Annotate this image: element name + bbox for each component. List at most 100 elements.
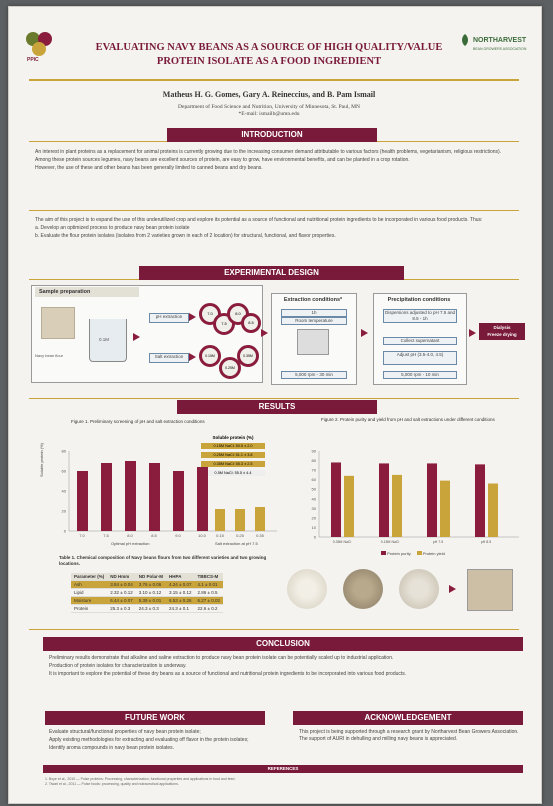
fig2-legend-item: Protein purity [381,551,411,556]
condition-circle: 0.25M [219,357,241,379]
results-heading: RESULTS [177,400,377,414]
conclusion-bullet-2: Production of protein isolates for chara… [49,663,187,669]
fig1-x-tick: 8.5 [151,533,157,538]
fig1-chart: 0 20 40 60 80 7.0 7.5 8.0 8.5 9.0 10.0 0.15 0.25 0.35 [62,449,277,538]
fig2-legend-item: Protein yield [416,551,445,556]
fig1-y-tick: 0 [64,529,67,534]
fig1-bar [235,509,245,531]
table-cell: 2.32 ± 0.12 [107,588,136,597]
precip-step-2: Collect supernatant [383,337,457,345]
arrow-3 [361,329,368,337]
table-cell: 3.84 ± 0.04 [107,580,136,589]
fig1-xlabel-left: Optimal pH extraction [111,541,150,546]
intro-bullets: An interest in plant proteins as a repla… [35,149,520,173]
precip-step-1: Dispersions adjusted to pH 7.5 and 8.5 -… [383,309,457,323]
fig1-bar [197,467,208,531]
table-cell: 4.24 ± 0.07 [166,580,195,589]
condition-circle-label: 0.35M [243,354,253,358]
fig2-legend-purity: Protein purity [387,551,411,556]
northarvest-logo: NORTHARVEST BEAN GROWERS ASSOCIATION [459,33,531,51]
table-cell: 24.3 ± 0.3 [135,604,167,613]
table-header: TBBCS-M [194,573,224,581]
arrow-2 [261,329,268,337]
fig1-x-tick: 7.0 [79,533,85,538]
table-row: Ash 3.84 ± 0.04 3.76 ± 0.06 4.24 ± 0.07 4.1 … [71,580,224,589]
precip-rpm: 5,000 rpm - 10 min [383,371,457,379]
isolate-photo [467,569,513,611]
aim-rule [29,210,519,211]
ground-beans-photo [343,569,383,609]
condition-circle-label: 7.5 [221,321,227,326]
fig1-bar [255,507,265,531]
intro-bullet-2: Among these protein sources legumes, nav… [35,157,410,163]
arrow-ph [189,313,196,321]
fig1-x-tick: 0.35 [256,533,265,538]
fig1-bar [101,463,112,531]
intro-bullet-1: An interest in plant proteins as a repla… [35,149,502,155]
fig2-y-tick: 90 [312,449,317,454]
table-cell: 6.44 ± 0.07 [107,596,136,605]
conclusion-bullet-1: Preliminary results demonstrate that alk… [49,655,394,661]
email-text: *E-mail: ismailb@umn.edu [238,111,300,117]
fig2-y-tick: 70 [312,468,317,473]
future-work-bullets: Evaluate structural/functional propertie… [49,729,279,753]
intro-heading: INTRODUCTION [167,128,377,142]
aim-text: The aim of this project is to expand the… [35,217,483,223]
ppic-logo-text: PPIC [27,57,39,63]
acknowledgement-heading: ACKNOWLEDGEMENT [293,711,523,725]
table-cell: 5.39 ± 0.01 [135,596,167,605]
future-work-heading: FUTURE WORK [45,711,265,725]
beans-photo [287,569,327,609]
table-cell: 3.15 ± 0.12 [166,588,195,597]
fig2-bar [344,475,354,537]
table-cell: Moisture [71,596,108,605]
dialysis-box: Dialysis Freeze drying [479,323,525,340]
fig1-x-tick: 7.5 [103,533,109,538]
table-row: Protein 25.3 ± 0.3 24.3 ± 0.3 24.3 ± 0.1 22.… [71,604,224,613]
table-cell: 24.3 ± 0.1 [166,604,195,613]
composition-table: Parameter (%) ND Hmm ND Polar-M HHPA TBB… [71,573,224,613]
fig2-y-tick: 50 [312,487,317,492]
fig1-legend-item: 0.15M NaCl: 50.5 ± 2.0 [201,443,265,449]
table-header: ND Polar-M [135,573,167,581]
condition-circle: 8.5 [241,313,261,333]
results-rule [29,398,519,399]
condition-circle-label: 8.0 [235,311,241,316]
conclusion-bullet-3: It is important to explore the potential… [49,671,407,677]
fig1-bar [173,471,184,531]
conclusion-rule [29,629,519,630]
extraction-title: Extraction conditions* [283,297,343,303]
table-cell: Lipid [71,588,108,597]
table-header: ND Hmm [107,573,136,581]
flour-image [41,307,75,339]
fig1-bar [125,461,136,531]
conclusion-heading: CONCLUSION [43,637,523,651]
table-row: Moisture 6.44 ± 0.07 5.39 ± 0.01 6.53 ± 0.2… [71,596,224,605]
fig2-y-tick: 30 [312,506,317,511]
table-row: Lipid 2.32 ± 0.12 3.10 ± 0.12 3.15 ± 0.12 2.… [71,588,224,597]
fig2-bar [488,483,498,537]
future-bullet-1: Evaluate structural/functional propertie… [49,729,201,735]
table-cell: 4.1 ± 0.01 [194,580,224,589]
fig1-x-tick: 8.0 [127,533,133,538]
intro-bullet-3: However, the use of these and other bean… [35,165,263,171]
beaker-label: 0.1M [99,337,110,342]
fig2-legend: Protein purity Protein yield [381,551,445,556]
fig2-bar [440,480,450,537]
table-cell: 22.6 ± 0.2 [194,604,224,613]
fig2-bar [379,463,389,537]
flour-label: Navy bean flour [35,353,64,358]
table-cell: Ash [71,580,108,589]
fig1-title: Figure 1. Preliminary screening of pH an… [71,419,205,424]
fig2-y-tick: 20 [312,515,317,520]
beaker-icon [89,319,127,362]
northarvest-logo-subtext: BEAN GROWERS ASSOCIATION [473,47,527,51]
table-cell: 2.86 ± 0.5 [194,588,224,597]
fig1-x-tick: 0.15 [216,533,225,538]
salt-extraction-label: Salt extraction [149,353,189,363]
condition-circle-label: 7.0 [207,311,213,316]
aim-block: The aim of this project is to expand the… [35,217,520,241]
fig2-y-tick: 60 [312,477,317,482]
title-line-1: EVALUATING NAVY BEANS AS A SOURCE OF HIG… [95,42,443,53]
precip-step-3: Adjust pH (3.5-4.0, 4.5) [383,351,457,365]
